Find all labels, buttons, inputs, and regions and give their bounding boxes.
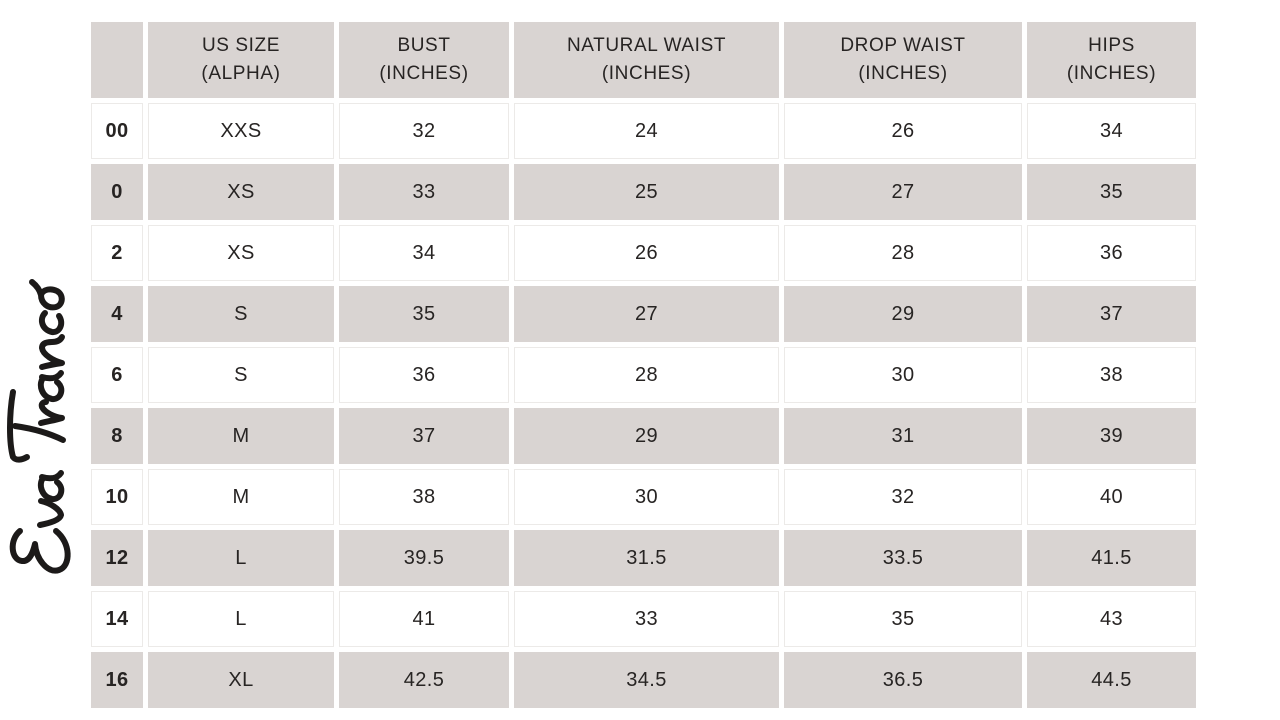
cell-natural-waist: 26 [514, 225, 779, 281]
cell-hips: 34 [1027, 103, 1196, 159]
header-sublabel: (INCHES) [379, 63, 469, 84]
cell-drop-waist: 27 [784, 164, 1022, 220]
brand-logo [4, 276, 80, 578]
cell-alpha: L [148, 591, 334, 647]
cell-natural-waist: 31.5 [514, 530, 779, 586]
table-row-size-8: 8 M 37 29 31 39 [91, 408, 1196, 464]
cell-natural-waist: 29 [514, 408, 779, 464]
table-row-size-16: 16 XL 42.5 34.5 36.5 44.5 [91, 652, 1196, 708]
cell-natural-waist: 25 [514, 164, 779, 220]
table-row-size-12: 12 L 39.5 31.5 33.5 41.5 [91, 530, 1196, 586]
cell-us-size: 2 [91, 225, 143, 281]
cell-us-size: 00 [91, 103, 143, 159]
cell-bust: 32 [339, 103, 509, 159]
cell-alpha: M [148, 469, 334, 525]
cell-drop-waist: 35 [784, 591, 1022, 647]
cell-hips: 40 [1027, 469, 1196, 525]
header-cell-bust: BUST (INCHES) [339, 22, 509, 98]
header-row: US SIZE (ALPHA) BUST (INCHES) NATURAL WA… [91, 22, 1196, 98]
table-row-size-2: 2 XS 34 26 28 36 [91, 225, 1196, 281]
cell-bust: 37 [339, 408, 509, 464]
cell-us-size: 4 [91, 286, 143, 342]
cell-us-size: 16 [91, 652, 143, 708]
cell-hips: 44.5 [1027, 652, 1196, 708]
cell-us-size: 6 [91, 347, 143, 403]
cell-drop-waist: 31 [784, 408, 1022, 464]
cell-drop-waist: 29 [784, 286, 1022, 342]
cell-natural-waist: 34.5 [514, 652, 779, 708]
size-chart-table: US SIZE (ALPHA) BUST (INCHES) NATURAL WA… [86, 17, 1201, 713]
cell-drop-waist: 26 [784, 103, 1022, 159]
cell-bust: 41 [339, 591, 509, 647]
header-sublabel: (INCHES) [858, 63, 948, 84]
header-cell-empty [91, 22, 143, 98]
table-row-size-10: 10 M 38 30 32 40 [91, 469, 1196, 525]
cell-us-size: 10 [91, 469, 143, 525]
table-row-size-4: 4 S 35 27 29 37 [91, 286, 1196, 342]
cell-hips: 43 [1027, 591, 1196, 647]
header-label: US SIZE [201, 35, 281, 57]
cell-alpha: S [148, 347, 334, 403]
eva-franco-signature-icon [7, 279, 71, 574]
cell-hips: 41.5 [1027, 530, 1196, 586]
header-cell-drop-waist: DROP WAIST (INCHES) [784, 22, 1022, 98]
cell-bust: 39.5 [339, 530, 509, 586]
cell-alpha: XS [148, 225, 334, 281]
cell-bust: 36 [339, 347, 509, 403]
cell-drop-waist: 36.5 [784, 652, 1022, 708]
cell-alpha: XS [148, 164, 334, 220]
cell-drop-waist: 33.5 [784, 530, 1022, 586]
header-cell-hips: HIPS (INCHES) [1027, 22, 1196, 98]
cell-us-size: 0 [91, 164, 143, 220]
header-label: NATURAL WAIST [566, 35, 727, 57]
cell-drop-waist: 28 [784, 225, 1022, 281]
table-row-size-00: 00 XXS 32 24 26 34 [91, 103, 1196, 159]
cell-alpha: L [148, 530, 334, 586]
header-label: HIPS [1088, 35, 1135, 57]
cell-alpha: M [148, 408, 334, 464]
cell-natural-waist: 28 [514, 347, 779, 403]
cell-us-size: 12 [91, 530, 143, 586]
header-sublabel: (INCHES) [1066, 63, 1157, 84]
header-cell-natural-waist: NATURAL WAIST (INCHES) [514, 22, 779, 98]
cell-bust: 35 [339, 286, 509, 342]
cell-bust: 42.5 [339, 652, 509, 708]
cell-alpha: S [148, 286, 334, 342]
cell-hips: 36 [1027, 225, 1196, 281]
cell-hips: 39 [1027, 408, 1196, 464]
cell-us-size: 8 [91, 408, 143, 464]
cell-natural-waist: 33 [514, 591, 779, 647]
cell-alpha: XXS [148, 103, 334, 159]
table-row-size-14: 14 L 41 33 35 43 [91, 591, 1196, 647]
table-row-size-0: 0 XS 33 25 27 35 [91, 164, 1196, 220]
cell-bust: 34 [339, 225, 509, 281]
header-label: BUST [397, 35, 451, 57]
header-label: DROP WAIST [840, 35, 966, 57]
header-sublabel: (ALPHA) [201, 63, 281, 84]
cell-natural-waist: 24 [514, 103, 779, 159]
cell-alpha: XL [148, 652, 334, 708]
cell-bust: 33 [339, 164, 509, 220]
cell-drop-waist: 32 [784, 469, 1022, 525]
cell-hips: 38 [1027, 347, 1196, 403]
header-sublabel: (INCHES) [601, 63, 692, 84]
header-cell-us-size-alpha: US SIZE (ALPHA) [148, 22, 334, 98]
cell-natural-waist: 30 [514, 469, 779, 525]
cell-us-size: 14 [91, 591, 143, 647]
cell-drop-waist: 30 [784, 347, 1022, 403]
cell-hips: 35 [1027, 164, 1196, 220]
cell-natural-waist: 27 [514, 286, 779, 342]
cell-hips: 37 [1027, 286, 1196, 342]
cell-bust: 38 [339, 469, 509, 525]
table-row-size-6: 6 S 36 28 30 38 [91, 347, 1196, 403]
